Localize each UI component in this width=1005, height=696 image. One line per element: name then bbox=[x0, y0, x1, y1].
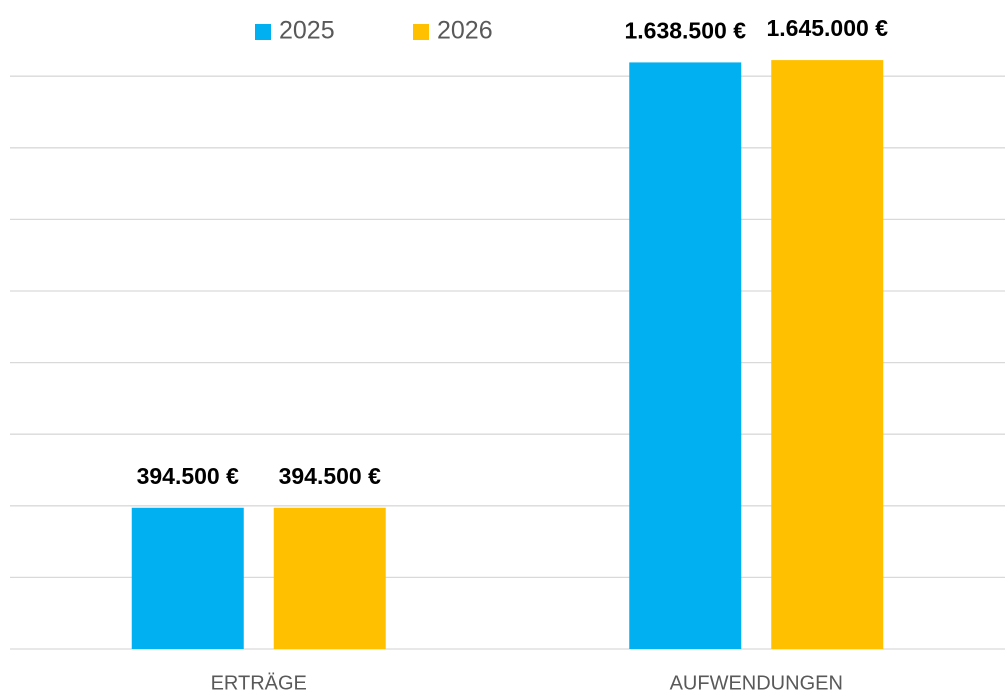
bar bbox=[629, 62, 742, 650]
legend-label: 2026 bbox=[437, 17, 493, 45]
legend-label: 2025 bbox=[279, 17, 335, 45]
legend-swatch bbox=[255, 24, 271, 40]
legend-swatch bbox=[413, 24, 429, 40]
data-label: 1.645.000 € bbox=[766, 15, 888, 41]
data-label: 394.500 € bbox=[279, 463, 382, 489]
x-tick-label: AUFWENDUNGEN bbox=[670, 672, 843, 694]
x-tick-label: ERTRÄGE bbox=[211, 672, 307, 694]
bar bbox=[771, 60, 884, 649]
data-label: 1.638.500 € bbox=[624, 17, 746, 43]
bar bbox=[131, 507, 244, 649]
bar bbox=[273, 507, 386, 649]
data-label: 394.500 € bbox=[137, 463, 240, 489]
